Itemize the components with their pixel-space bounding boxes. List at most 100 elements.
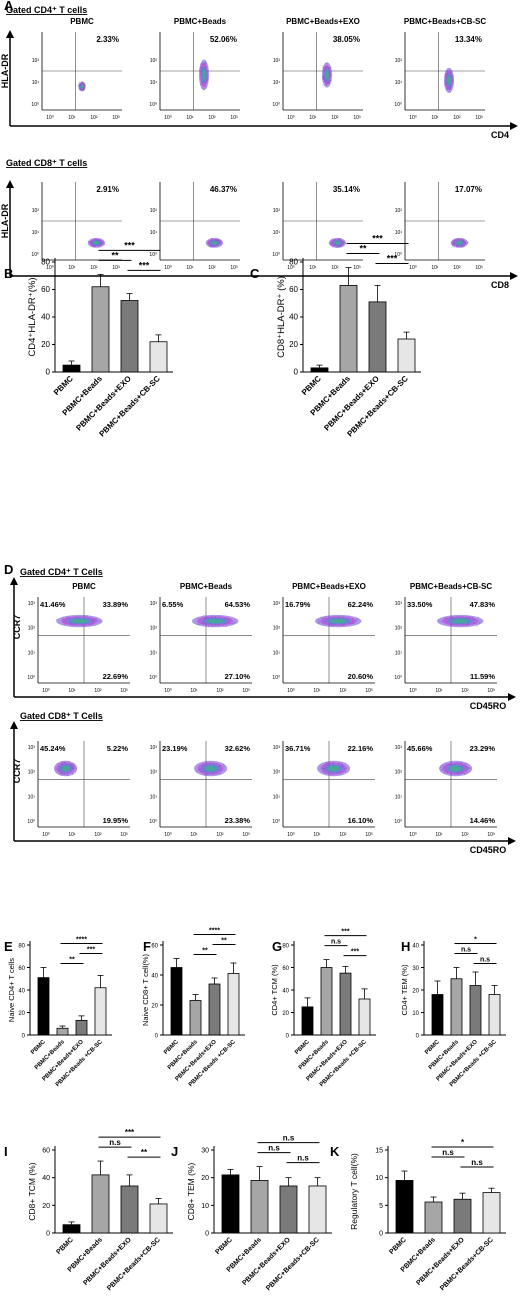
density-contour bbox=[71, 618, 88, 624]
x-tick-label: 10⁰ bbox=[409, 688, 417, 694]
gate-label: Gated CD4⁺ T Cells bbox=[20, 567, 103, 577]
y-tick-label: 10 bbox=[375, 1175, 383, 1182]
y-tick-label: 10⁰ bbox=[149, 252, 157, 258]
y-tick-label: 0 bbox=[46, 1231, 50, 1238]
significance-label: ** bbox=[221, 938, 227, 945]
quadrant-ur-percent: 22.16% bbox=[348, 744, 374, 753]
y-tick-label: 10¹ bbox=[273, 230, 281, 236]
x-tick-label: 10³ bbox=[487, 832, 495, 838]
y-tick-label: 40 bbox=[289, 313, 298, 322]
x-tick-label: 10² bbox=[216, 688, 224, 694]
density-contour bbox=[207, 618, 224, 624]
plot-title: PBMC bbox=[70, 17, 94, 26]
quadrant-ul-percent: 36.71% bbox=[285, 744, 311, 753]
bar bbox=[482, 1192, 501, 1234]
y-tick-label: 10² bbox=[150, 626, 158, 632]
y-tick-label: 10⁰ bbox=[272, 252, 280, 258]
x-tick-label: 10³ bbox=[365, 688, 373, 694]
quadrant-ur-percent: 5.22% bbox=[107, 744, 129, 753]
category-label: PBMC+Beads+EXO bbox=[74, 374, 133, 433]
bar bbox=[395, 1180, 414, 1234]
y-tick-label: 10² bbox=[32, 58, 40, 64]
x-tick-label: 10² bbox=[331, 265, 339, 271]
x-tick-label: 10⁰ bbox=[409, 265, 417, 271]
y-tick-label: 5 bbox=[379, 1203, 383, 1210]
y-tick-label: 60 bbox=[282, 966, 289, 972]
y-tick-label: 40 bbox=[282, 989, 289, 995]
x-tick-label: 10⁰ bbox=[164, 832, 172, 838]
y-tick-label: 10⁰ bbox=[149, 675, 157, 681]
significance-label: *** bbox=[387, 254, 398, 264]
x-tick-label: 10³ bbox=[242, 688, 250, 694]
plot-title: PBMC+Beads bbox=[180, 582, 233, 591]
x-tick-label: 10³ bbox=[112, 115, 120, 121]
density-contour bbox=[334, 241, 341, 245]
y-axis-label: CD4+ TEM (%) bbox=[400, 964, 409, 1015]
bar bbox=[301, 1006, 314, 1036]
x-tick-label: 10¹ bbox=[309, 265, 317, 271]
quadrant-lr-percent: 14.46% bbox=[470, 816, 496, 825]
quadrant-percent: 52.06% bbox=[210, 35, 237, 44]
y-tick-label: 60 bbox=[42, 1148, 50, 1155]
y-axis-label: Naive CD8+ T cell(%) bbox=[141, 953, 150, 1026]
quadrant-ur-percent: 62.24% bbox=[348, 600, 374, 609]
panel-letter-d: D bbox=[4, 562, 13, 577]
event-dot bbox=[322, 65, 324, 67]
bar bbox=[91, 1174, 110, 1234]
y-tick-label: 10¹ bbox=[273, 650, 281, 656]
y-tick-label: 80 bbox=[289, 258, 298, 267]
arrow-head-icon bbox=[510, 122, 518, 130]
quadrant-lr-percent: 23.38% bbox=[225, 816, 251, 825]
y-tick-label: 60 bbox=[151, 944, 158, 950]
y-axis-label: CD8+ TCM (%) bbox=[27, 1162, 37, 1220]
arrow-head-icon bbox=[10, 721, 18, 729]
x-tick-label: 10² bbox=[208, 265, 216, 271]
density-contour bbox=[452, 618, 469, 624]
category-label: PBMC+Beads+EXO bbox=[241, 1236, 292, 1287]
quadrant-ul-percent: 23.19% bbox=[162, 744, 188, 753]
x-axis-marker: CD45RO bbox=[470, 845, 507, 855]
y-tick-label: 10¹ bbox=[395, 794, 403, 800]
x-tick-label: 10⁰ bbox=[164, 115, 172, 121]
significance-label: n.s bbox=[442, 1148, 454, 1157]
panel-letter: J bbox=[171, 1144, 178, 1159]
y-tick-label: 0 bbox=[155, 1034, 159, 1040]
category-label: PBMC bbox=[424, 1039, 441, 1056]
quadrant-lr-percent: 20.60% bbox=[348, 672, 374, 681]
x-tick-label: 10⁰ bbox=[287, 832, 295, 838]
x-tick-label: 10¹ bbox=[190, 832, 198, 838]
bar bbox=[308, 1185, 327, 1234]
y-tick-label: 10⁰ bbox=[149, 102, 157, 108]
y-axis-label: CD8⁺HLA-DR⁺ (%) bbox=[276, 276, 287, 358]
y-tick-label: 10¹ bbox=[395, 80, 403, 86]
significance-label: ** bbox=[69, 957, 75, 964]
y-tick-label: 20 bbox=[42, 1203, 50, 1210]
significance-label: *** bbox=[124, 240, 135, 250]
significance-label: n.s bbox=[480, 957, 490, 964]
x-tick-label: 10¹ bbox=[68, 688, 76, 694]
x-tick-label: 10¹ bbox=[68, 265, 76, 271]
x-tick-label: 10⁰ bbox=[164, 688, 172, 694]
y-tick-label: 20 bbox=[151, 1004, 158, 1010]
significance-label: n.s bbox=[461, 947, 471, 954]
x-tick-label: 10¹ bbox=[431, 265, 439, 271]
y-tick-label: 10⁰ bbox=[272, 675, 280, 681]
quadrant-ul-percent: 16.79% bbox=[285, 600, 311, 609]
bar bbox=[221, 1174, 240, 1234]
y-tick-label: 30 bbox=[201, 1148, 209, 1155]
arrow-head-icon bbox=[6, 30, 14, 38]
y-tick-label: 20 bbox=[41, 340, 50, 349]
y-tick-label: 80 bbox=[18, 944, 25, 950]
density-contour bbox=[202, 69, 206, 81]
x-tick-label: 10² bbox=[461, 688, 469, 694]
quadrant-lr-percent: 11.59% bbox=[470, 672, 495, 681]
significance-label: *** bbox=[125, 1128, 135, 1137]
x-tick-label: 10² bbox=[90, 265, 98, 271]
density-contour bbox=[80, 84, 84, 89]
y-tick-label: 10² bbox=[273, 208, 281, 214]
